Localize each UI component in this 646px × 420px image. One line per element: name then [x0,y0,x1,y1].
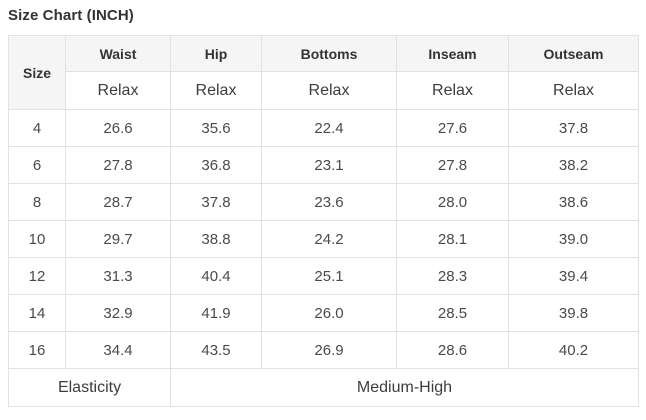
table-row-size-6: 6 27.8 36.8 23.1 27.8 38.2 [8,146,639,184]
inseam-value: 28.0 [396,183,509,221]
table-row-size-8: 8 28.7 37.8 23.6 28.0 38.6 [8,183,639,221]
outseam-value: 39.4 [508,257,639,295]
size-cell: 4 [8,109,66,147]
fit-cell-inseam: Relax [396,71,509,110]
column-header-inseam: Inseam [396,35,509,72]
outseam-value: 39.8 [508,294,639,332]
elasticity-label: Elasticity [8,368,171,407]
outseam-value: 39.0 [508,220,639,258]
bottoms-value: 22.4 [261,109,397,147]
fit-cell-hip: Relax [170,71,262,110]
size-cell: 12 [8,257,66,295]
table-row-size-16: 16 34.4 43.5 26.9 28.6 40.2 [8,331,639,369]
hip-value: 41.9 [170,294,262,332]
elasticity-value: Medium-High [170,368,639,407]
waist-value: 32.9 [65,294,171,332]
inseam-value: 28.3 [396,257,509,295]
table-row-size-12: 12 31.3 40.4 25.1 28.3 39.4 [8,257,639,295]
size-cell: 10 [8,220,66,258]
table-row-size-4: 4 26.6 35.6 22.4 27.6 37.8 [8,109,639,147]
column-header-bottoms: Bottoms [261,35,397,72]
table-row-size-14: 14 32.9 41.9 26.0 28.5 39.8 [8,294,639,332]
waist-value: 28.7 [65,183,171,221]
waist-value: 29.7 [65,220,171,258]
inseam-value: 27.8 [396,146,509,184]
page-title: Size Chart (INCH) [8,7,134,24]
bottoms-value: 23.6 [261,183,397,221]
bottoms-value: 23.1 [261,146,397,184]
hip-value: 38.8 [170,220,262,258]
bottoms-value: 26.9 [261,331,397,369]
waist-value: 34.4 [65,331,171,369]
outseam-value: 37.8 [508,109,639,147]
column-header-outseam: Outseam [508,35,639,72]
size-cell: 6 [8,146,66,184]
elasticity-row: Elasticity Medium-High [8,368,639,407]
waist-value: 26.6 [65,109,171,147]
fit-cell-bottoms: Relax [261,71,397,110]
inseam-value: 28.6 [396,331,509,369]
header-row: Size Waist Hip Bottoms Inseam Outseam [8,35,639,110]
size-chart-table: Size Waist Hip Bottoms Inseam Outseam Re… [8,35,639,407]
inseam-value: 27.6 [396,109,509,147]
size-cell: 8 [8,183,66,221]
column-header-waist: Waist [65,35,171,72]
size-cell: 16 [8,331,66,369]
fit-cell-outseam: Relax [508,71,639,110]
waist-value: 27.8 [65,146,171,184]
fit-cell-waist: Relax [65,71,171,110]
hip-value: 36.8 [170,146,262,184]
bottoms-value: 24.2 [261,220,397,258]
inseam-value: 28.1 [396,220,509,258]
column-header-size: Size [8,35,66,110]
hip-value: 40.4 [170,257,262,295]
bottoms-value: 26.0 [261,294,397,332]
size-cell: 14 [8,294,66,332]
hip-value: 37.8 [170,183,262,221]
hip-value: 35.6 [170,109,262,147]
table-row-size-10: 10 29.7 38.8 24.2 28.1 39.0 [8,220,639,258]
bottoms-value: 25.1 [261,257,397,295]
waist-value: 31.3 [65,257,171,295]
outseam-value: 40.2 [508,331,639,369]
outseam-value: 38.6 [508,183,639,221]
inseam-value: 28.5 [396,294,509,332]
column-header-hip: Hip [170,35,262,72]
fit-row: Relax Relax Relax Relax Relax [9,71,639,110]
outseam-value: 38.2 [508,146,639,184]
hip-value: 43.5 [170,331,262,369]
